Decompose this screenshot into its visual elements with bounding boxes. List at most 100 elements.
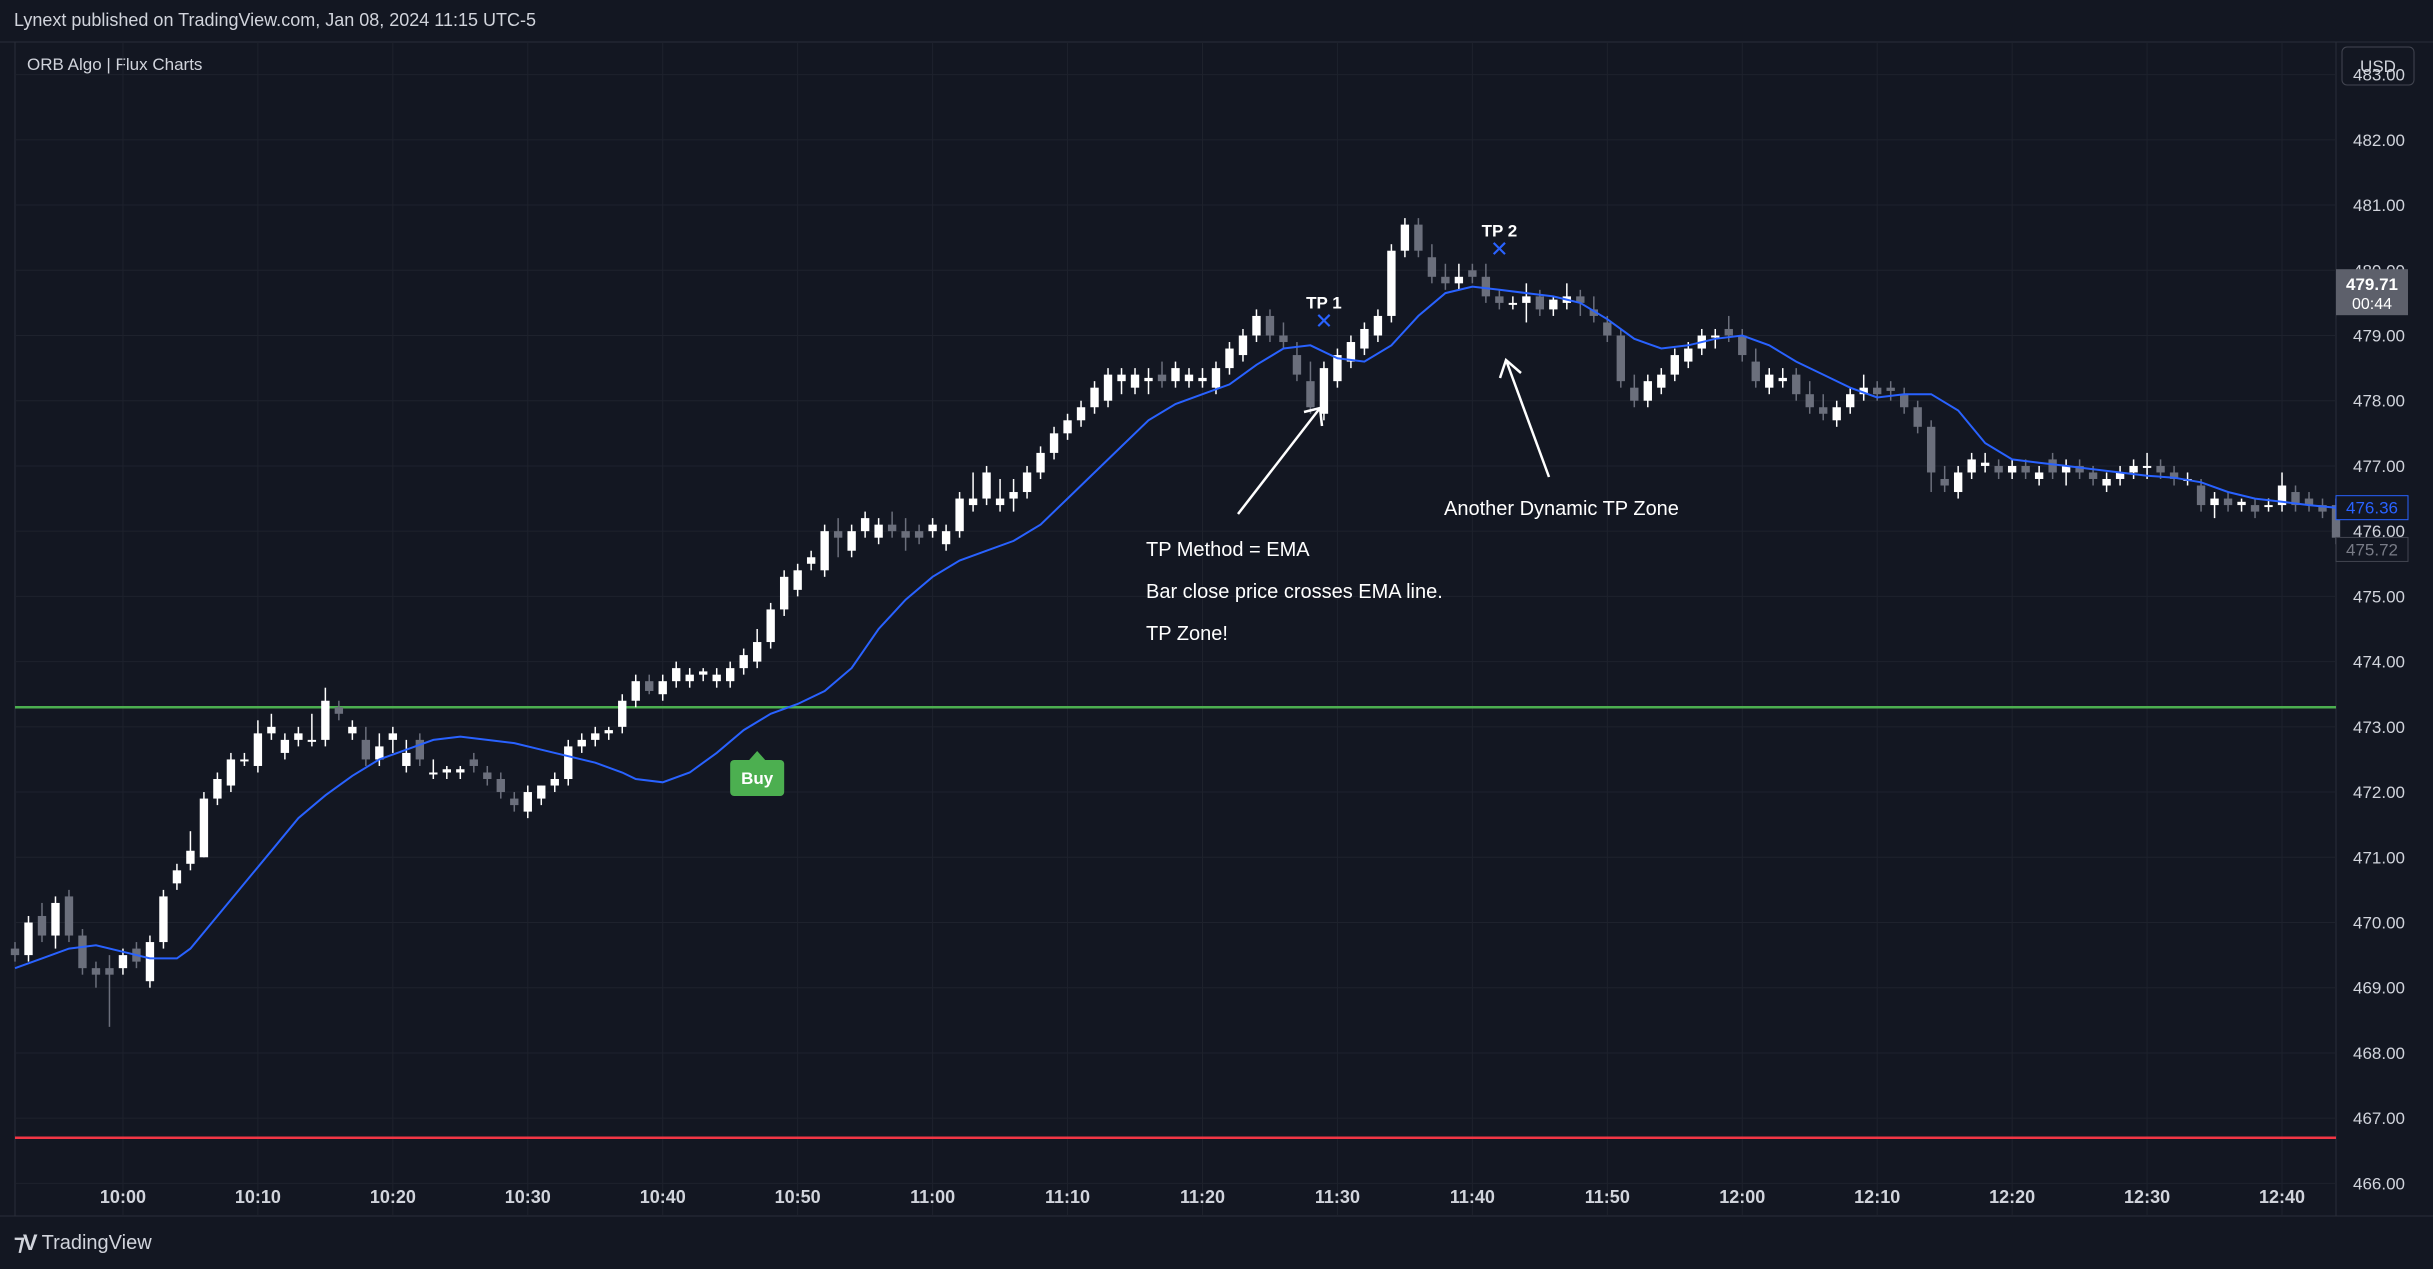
candle-body	[1130, 374, 1140, 388]
candle-body	[1346, 342, 1356, 362]
candle-body	[968, 498, 978, 506]
candle-body	[887, 524, 897, 532]
ema-price-tag	[2335, 495, 2409, 521]
candle-body	[1306, 381, 1315, 408]
candle-body	[1711, 335, 1720, 338]
x-tick-label: 11:30	[1315, 1187, 1360, 1207]
candle-body	[685, 674, 694, 682]
candle-body	[712, 674, 721, 682]
ema-line	[14, 285, 2337, 970]
candle-body	[1103, 374, 1113, 401]
candle-body	[1022, 472, 1032, 493]
candle-body	[645, 681, 654, 691]
candle-body	[2210, 498, 2219, 506]
candle-body	[199, 798, 209, 858]
candle-body	[159, 896, 168, 943]
candle-body	[105, 968, 114, 975]
candle-body	[2291, 492, 2300, 506]
candle-body	[240, 759, 249, 762]
candle-body	[847, 531, 856, 551]
candle-body	[1373, 315, 1383, 336]
candle-body	[1387, 250, 1396, 316]
x-tick-label: 11:00	[910, 1187, 955, 1207]
candle-body	[1508, 302, 1518, 305]
candle-body	[1670, 355, 1679, 375]
candle-body	[1751, 361, 1760, 382]
candle-body	[118, 955, 128, 969]
last-price-tag	[2335, 536, 2409, 562]
candle-body	[267, 726, 276, 734]
y-tick-label: 475.00	[2353, 587, 2405, 606]
tp-label: TP 1	[1306, 293, 1342, 312]
candle-body	[1009, 492, 1018, 499]
candle-body	[1319, 368, 1329, 414]
buy-badge	[730, 760, 785, 796]
candle-body	[1792, 374, 1801, 395]
y-tick-label: 470.00	[2353, 914, 2405, 933]
candle-body	[1427, 257, 1437, 277]
candle-body	[779, 576, 789, 610]
candle-body	[280, 739, 290, 753]
candle-body	[2196, 485, 2206, 506]
candle-body	[2237, 501, 2246, 506]
x-tick-label: 12:30	[2124, 1187, 2170, 1207]
candle-body	[2223, 498, 2233, 506]
candle-body	[37, 915, 47, 936]
y-tick-label: 467.00	[2353, 1109, 2405, 1128]
candle-body	[2142, 465, 2152, 468]
x-tick-label: 11:20	[1180, 1187, 1225, 1207]
candle-body	[91, 968, 101, 975]
candle-body	[618, 700, 627, 727]
candle-body	[1157, 374, 1167, 382]
candle-body	[1616, 335, 1625, 382]
candle-body	[483, 772, 492, 780]
candle-body	[1279, 335, 1288, 343]
candle-body	[874, 524, 883, 538]
current-price-label: 479.71	[2346, 275, 2398, 294]
candle-body	[1468, 270, 1477, 277]
candle-body	[941, 531, 951, 545]
x-tick-label: 11:50	[1585, 1187, 1630, 1207]
tradingview-logo[interactable]: ⁊V TradingView	[14, 1230, 152, 1256]
candle-body	[415, 739, 425, 760]
arrow-1-head-icon	[1303, 406, 1324, 427]
candle-body	[1630, 387, 1639, 401]
currency-label: USD	[2360, 57, 2396, 76]
tp-method-text: TP Method = EMA	[1146, 539, 1310, 561]
candle-body	[334, 707, 344, 714]
candle-body	[1576, 296, 1585, 303]
candle-body	[766, 609, 775, 643]
candle-body	[2088, 472, 2098, 479]
candle-body	[456, 769, 465, 773]
candle-body	[1994, 465, 2003, 473]
tradingview-brand: TradingView	[41, 1231, 152, 1254]
candle-body	[995, 498, 1005, 506]
candle-body	[469, 759, 478, 766]
x-tick-label: 12:00	[1719, 1187, 1765, 1207]
candle-body	[1940, 478, 1949, 486]
candle-body	[1967, 459, 1976, 473]
candle-body	[2102, 478, 2111, 486]
candle-body	[186, 850, 195, 864]
candle-body	[510, 798, 519, 806]
candle-body	[550, 779, 559, 786]
candle-body	[2129, 465, 2138, 473]
candle-body	[2264, 505, 2273, 508]
candle-body	[1846, 394, 1855, 408]
candle-body	[1738, 335, 1747, 356]
candle-body	[1360, 328, 1369, 349]
candle-body	[2115, 472, 2125, 479]
arrow-1-shaft	[1237, 407, 1321, 515]
candle-body	[1049, 433, 1059, 453]
y-tick-label: 472.00	[2353, 783, 2405, 802]
candle-body	[1252, 315, 1261, 336]
candle-body	[1265, 315, 1275, 336]
candle-body	[1913, 407, 1922, 427]
candle-body	[577, 739, 586, 747]
candle-body	[860, 518, 870, 532]
current-price-tag	[2336, 269, 2408, 316]
candle-body	[1589, 309, 1599, 316]
candle-body	[1873, 387, 1882, 395]
